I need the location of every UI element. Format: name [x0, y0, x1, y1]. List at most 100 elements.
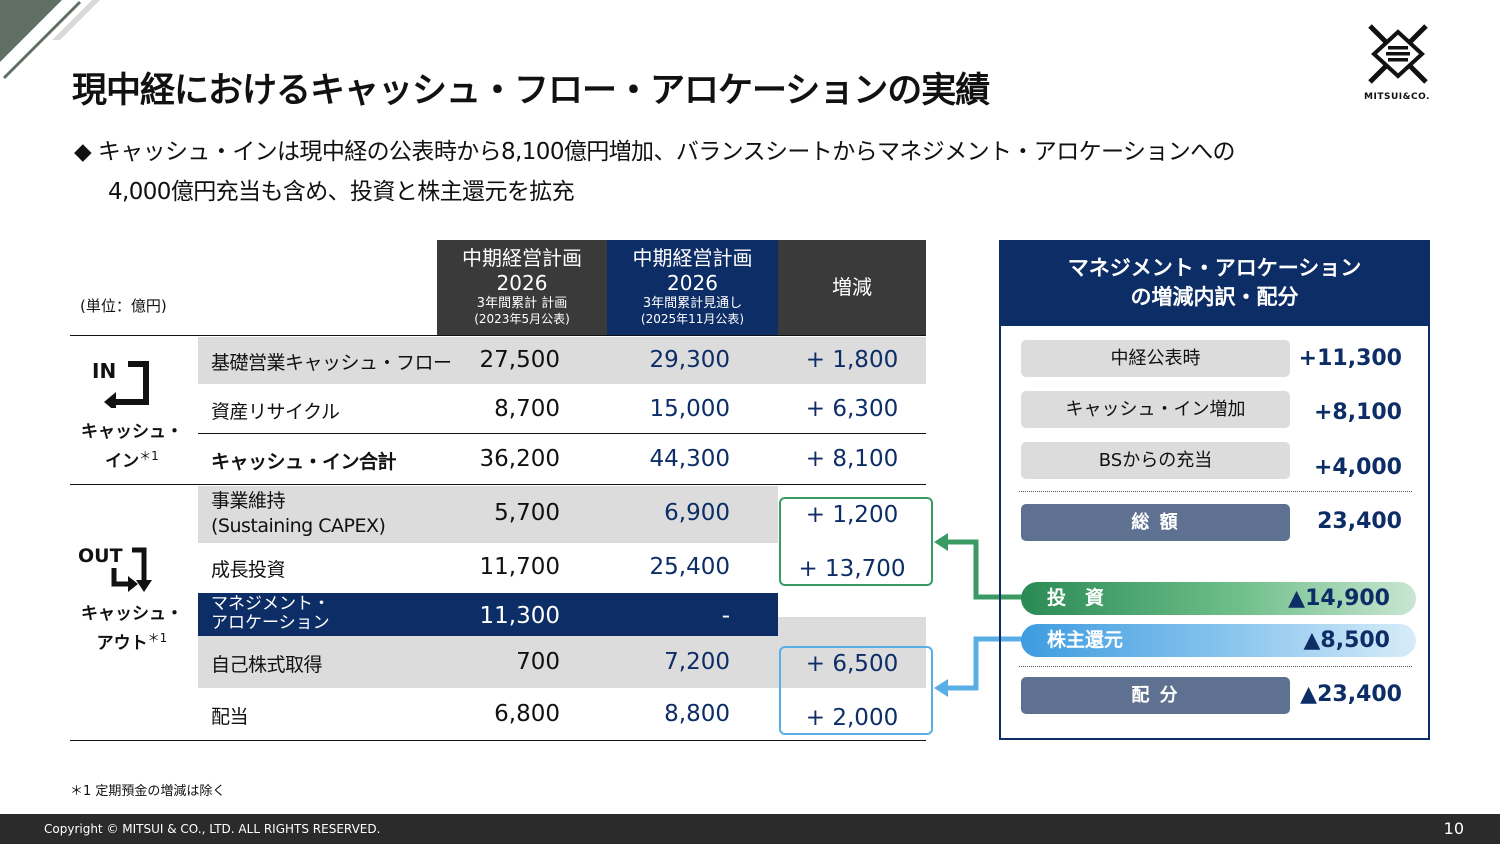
diamond-icon: ◆ — [74, 139, 92, 165]
cash-in-label-2: イン — [105, 451, 140, 472]
investment-highlight-box — [779, 497, 933, 586]
panel-divider-2 — [1019, 666, 1412, 667]
row-bg-sustaining — [198, 486, 778, 543]
cash-in-label-2-wrap: イン＊1 — [80, 444, 184, 474]
plan-header-sub: 3年間累計 計画 — [476, 296, 568, 311]
forecast-value-operating-cf: 29,300 — [649, 347, 730, 373]
mgmt-label-2: アロケーション — [211, 613, 330, 633]
value-initial-plan: +11,300 — [1298, 346, 1402, 371]
corner-decoration — [0, 0, 100, 80]
value-cash-in-increase: +8,100 — [1313, 400, 1402, 425]
row-label-sustaining-capex: 事業維持 (Sustaining CAPEX) — [211, 489, 386, 539]
out-icon-text: OUT — [78, 545, 123, 567]
forecast-value-dividend: 8,800 — [664, 701, 730, 727]
forecast-header-year: 2026 — [667, 271, 718, 295]
plan-header-year: 2026 — [496, 271, 548, 295]
plan-value-cash-in-total: 36,200 — [479, 446, 560, 472]
plan-value-asset-recycling: 8,700 — [494, 396, 560, 422]
diff-value-share-buyback: + 6,500 — [805, 651, 899, 677]
sustaining-label-1: 事業維持 — [211, 490, 286, 512]
pill-allocation: 配 分 — [1021, 677, 1290, 714]
diff-value-dividend: + 2,000 — [805, 705, 899, 731]
green-arrowhead-icon — [934, 533, 948, 551]
row-label-share-buyback: 自己株式取得 — [211, 654, 323, 676]
table-top-rule — [70, 335, 926, 336]
panel-title-2: の増減内訳・配分 — [1130, 285, 1299, 309]
shareholder-return-label: 株主還元 — [1047, 629, 1124, 651]
forecast-header-sub: 3年間累計見通し — [642, 296, 743, 311]
cash-in-label-1: キャッシュ・ — [81, 422, 183, 442]
cash-out-note: ＊1 — [147, 631, 168, 645]
forecast-header-main: 中期経営計画 — [632, 246, 753, 270]
plan-value-management-allocation: 11,300 — [479, 603, 560, 629]
cash-out-label: キャッシュ・ アウト＊1 — [80, 602, 184, 656]
forecast-header-date: (2025年11月公表) — [640, 312, 745, 326]
row-label-cash-in-total: キャッシュ・イン合計 — [211, 451, 397, 473]
column-header-forecast: 中期経営計画 2026 3年間累計見通し (2025年11月公表) — [607, 240, 778, 335]
panel-title-1: マネジメント・アロケーション — [1067, 256, 1362, 280]
row-label-management-allocation: マネジメント・ アロケーション — [211, 595, 330, 633]
shareholder-return-highlight-box — [779, 646, 933, 735]
cash-out-label-1: キャッシュ・ — [81, 604, 183, 624]
pill-total: 総 額 — [1021, 504, 1290, 541]
footnote: ＊1 定期預金の増減は除く — [70, 784, 226, 799]
forecast-value-asset-recycling: 15,000 — [649, 396, 730, 422]
cash-in-label: キャッシュ・ イン＊1 — [80, 420, 184, 474]
forecast-value-cash-in-total: 44,300 — [649, 446, 730, 472]
bullet-text-1: キャッシュ・インは現中経の公表時から8,100億円増加、バランスシートからマネジ… — [97, 139, 1236, 165]
pill-bs-allocation: BSからの充当 — [1021, 442, 1290, 479]
forecast-value-share-buyback: 7,200 — [664, 649, 730, 675]
row-bg-mgmt-diff — [778, 617, 926, 636]
plan-value-share-buyback: 700 — [516, 649, 560, 675]
page-title: 現中経におけるキャッシュ・フロー・アロケーションの実績 — [72, 71, 990, 111]
forecast-value-management-allocation: - — [721, 603, 730, 629]
row-bg-operating-cf — [198, 337, 926, 384]
forecast-value-growth-investment: 25,400 — [649, 554, 730, 580]
plan-value-dividend: 6,800 — [494, 701, 560, 727]
value-allocation: ▲23,400 — [1300, 682, 1402, 707]
row-label-operating-cf: 基礎営業キャッシュ・フロー — [211, 352, 452, 374]
cash-out-label-2: アウト — [96, 633, 148, 654]
table-bottom-rule — [70, 740, 926, 741]
column-header-plan: 中期経営計画 2026 3年間累計 計画 (2023年5月公表) — [437, 240, 607, 335]
cash-out-icon: OUT — [78, 545, 152, 592]
in-icon-text: IN — [92, 359, 116, 383]
unit-label: (単位：億円) — [80, 297, 167, 315]
mitsui-logo-icon — [1368, 24, 1428, 84]
logo-text: MITSUI&CO. — [1364, 92, 1430, 102]
panel-divider-1 — [1019, 491, 1412, 492]
investment-label: 投 資 — [1047, 587, 1105, 609]
panel-title: マネジメント・アロケーション の増減内訳・配分 — [1001, 242, 1428, 326]
row-label-dividend: 配当 — [211, 706, 249, 728]
cash-out-label-2-wrap: アウト＊1 — [80, 626, 184, 656]
shareholder-return-bar: 株主還元 ▲8,500 — [1021, 624, 1416, 657]
diff-value-asset-recycling: + 6,300 — [805, 396, 899, 422]
cash-in-icon: IN — [92, 359, 149, 408]
row-bg-buyback — [198, 636, 926, 688]
mgmt-label-1: マネジメント・ — [211, 594, 330, 614]
diff-value-cash-in-total: + 8,100 — [805, 446, 899, 472]
cash-in-note: ＊1 — [139, 449, 159, 463]
plan-value-sustaining-capex: 5,700 — [494, 500, 560, 526]
pill-cash-in-increase: キャッシュ・イン増加 — [1021, 391, 1290, 428]
row-label-growth-investment: 成長投資 — [211, 559, 286, 581]
page-number: 10 — [1443, 819, 1464, 838]
bullet-line-2: 4,000億円充当も含め、投資と株主還元を拡充 — [108, 179, 575, 205]
in-subtotal-rule — [198, 433, 926, 434]
value-bs-allocation: +4,000 — [1313, 455, 1402, 480]
blue-arrowhead-icon — [934, 679, 948, 697]
forecast-value-sustaining-capex: 6,900 — [664, 500, 730, 526]
column-header-diff: 増減 — [778, 240, 926, 335]
footer-bar: Copyright © MITSUI & CO., LTD. ALL RIGHT… — [0, 814, 1500, 844]
pill-initial-plan: 中経公表時 — [1021, 340, 1290, 377]
shareholder-return-value: ▲8,500 — [1303, 628, 1390, 653]
diff-value-growth-investment: + 13,700 — [798, 556, 906, 582]
sustaining-label-2: (Sustaining CAPEX) — [211, 515, 386, 537]
diff-value-operating-cf: + 1,800 — [805, 347, 899, 373]
management-allocation-panel: マネジメント・アロケーション の増減内訳・配分 中経公表時 +11,300 キャ… — [999, 240, 1430, 740]
plan-header-main: 中期経営計画 — [462, 246, 582, 270]
in-out-separator — [70, 484, 926, 485]
investment-value: ▲14,900 — [1288, 586, 1390, 611]
row-label-asset-recycling: 資産リサイクル — [211, 401, 340, 423]
plan-value-growth-investment: 11,700 — [479, 554, 560, 580]
